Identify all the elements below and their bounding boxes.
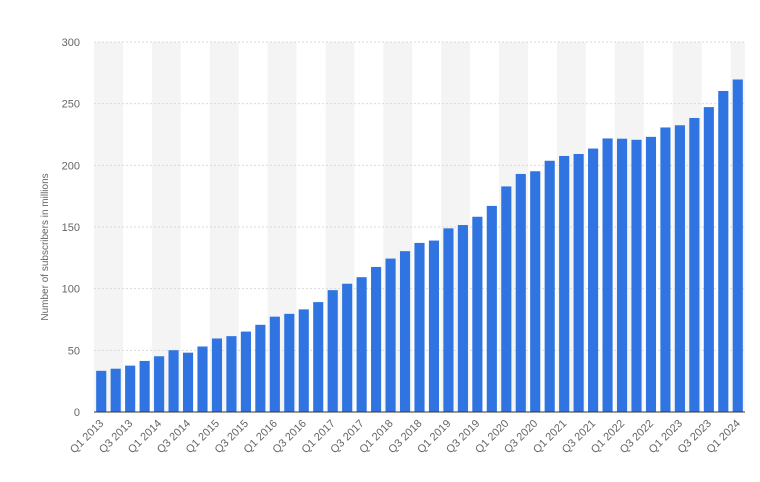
y-tick-label: 150 — [62, 222, 80, 234]
y-tick-label: 100 — [62, 284, 80, 296]
bar-q3-2020 — [530, 171, 541, 412]
bar-q4-2016 — [313, 302, 324, 412]
bar-q1-2024 — [732, 79, 743, 412]
bar-q2-2023 — [689, 117, 700, 413]
bar-q1-2015 — [211, 338, 223, 412]
bar-q3-2018 — [414, 242, 425, 412]
bar-q2-2021 — [573, 153, 584, 412]
y-tick-label: 250 — [62, 99, 80, 111]
bar-q3-2013 — [125, 365, 136, 412]
bar-q4-2015 — [255, 324, 266, 412]
bar-q4-2017 — [371, 266, 382, 412]
y-tick-label: 200 — [62, 160, 80, 172]
bar-q2-2015 — [226, 336, 237, 412]
bar-q3-2015 — [240, 331, 251, 412]
bar-q2-2018 — [399, 251, 411, 412]
bar-q2-2020 — [515, 173, 526, 412]
bar-q1-2017 — [327, 290, 338, 412]
bar-q3-2022 — [645, 136, 657, 413]
bar-q4-2022 — [660, 127, 671, 412]
bar-q1-2022 — [616, 138, 628, 412]
bar-q1-2013 — [96, 370, 107, 412]
y-axis-title: Number of subscribers in millions — [40, 173, 51, 320]
y-tick-label: 50 — [68, 345, 80, 357]
bar-q1-2023 — [674, 125, 685, 412]
bars — [96, 79, 743, 413]
bar-q4-2013 — [139, 360, 150, 412]
bar-q4-2023 — [718, 90, 729, 413]
bar-q3-2021 — [588, 148, 599, 412]
y-tick-label: 0 — [74, 407, 80, 419]
bar-q3-2023 — [703, 107, 714, 413]
bar-q4-2019 — [486, 205, 497, 412]
bar-q1-2016 — [269, 316, 280, 412]
y-tick-label: 300 — [62, 37, 80, 49]
bar-q2-2019 — [457, 225, 468, 412]
bar-q3-2014 — [182, 352, 194, 412]
bar-q1-2018 — [385, 258, 396, 412]
bar-q3-2019 — [472, 216, 483, 412]
bar-q3-2017 — [356, 277, 367, 412]
bar-q4-2020 — [544, 160, 555, 412]
bar-q4-2021 — [602, 138, 613, 413]
bar-q1-2014 — [154, 356, 165, 412]
bar-q3-2016 — [298, 309, 309, 412]
bar-q4-2018 — [428, 240, 440, 412]
bar-q2-2013 — [110, 368, 121, 412]
y-tick-labels: 0 50 100 150 200 250 300 — [62, 37, 80, 419]
bar-q1-2019 — [443, 228, 454, 412]
bar-q2-2022 — [631, 139, 642, 412]
bar-q1-2020 — [501, 186, 512, 412]
bar-q4-2014 — [197, 346, 208, 412]
bar-q2-2016 — [284, 313, 295, 412]
bar-q2-2014 — [168, 350, 179, 412]
bar-q2-2017 — [342, 283, 353, 412]
bar-q1-2021 — [559, 155, 570, 412]
